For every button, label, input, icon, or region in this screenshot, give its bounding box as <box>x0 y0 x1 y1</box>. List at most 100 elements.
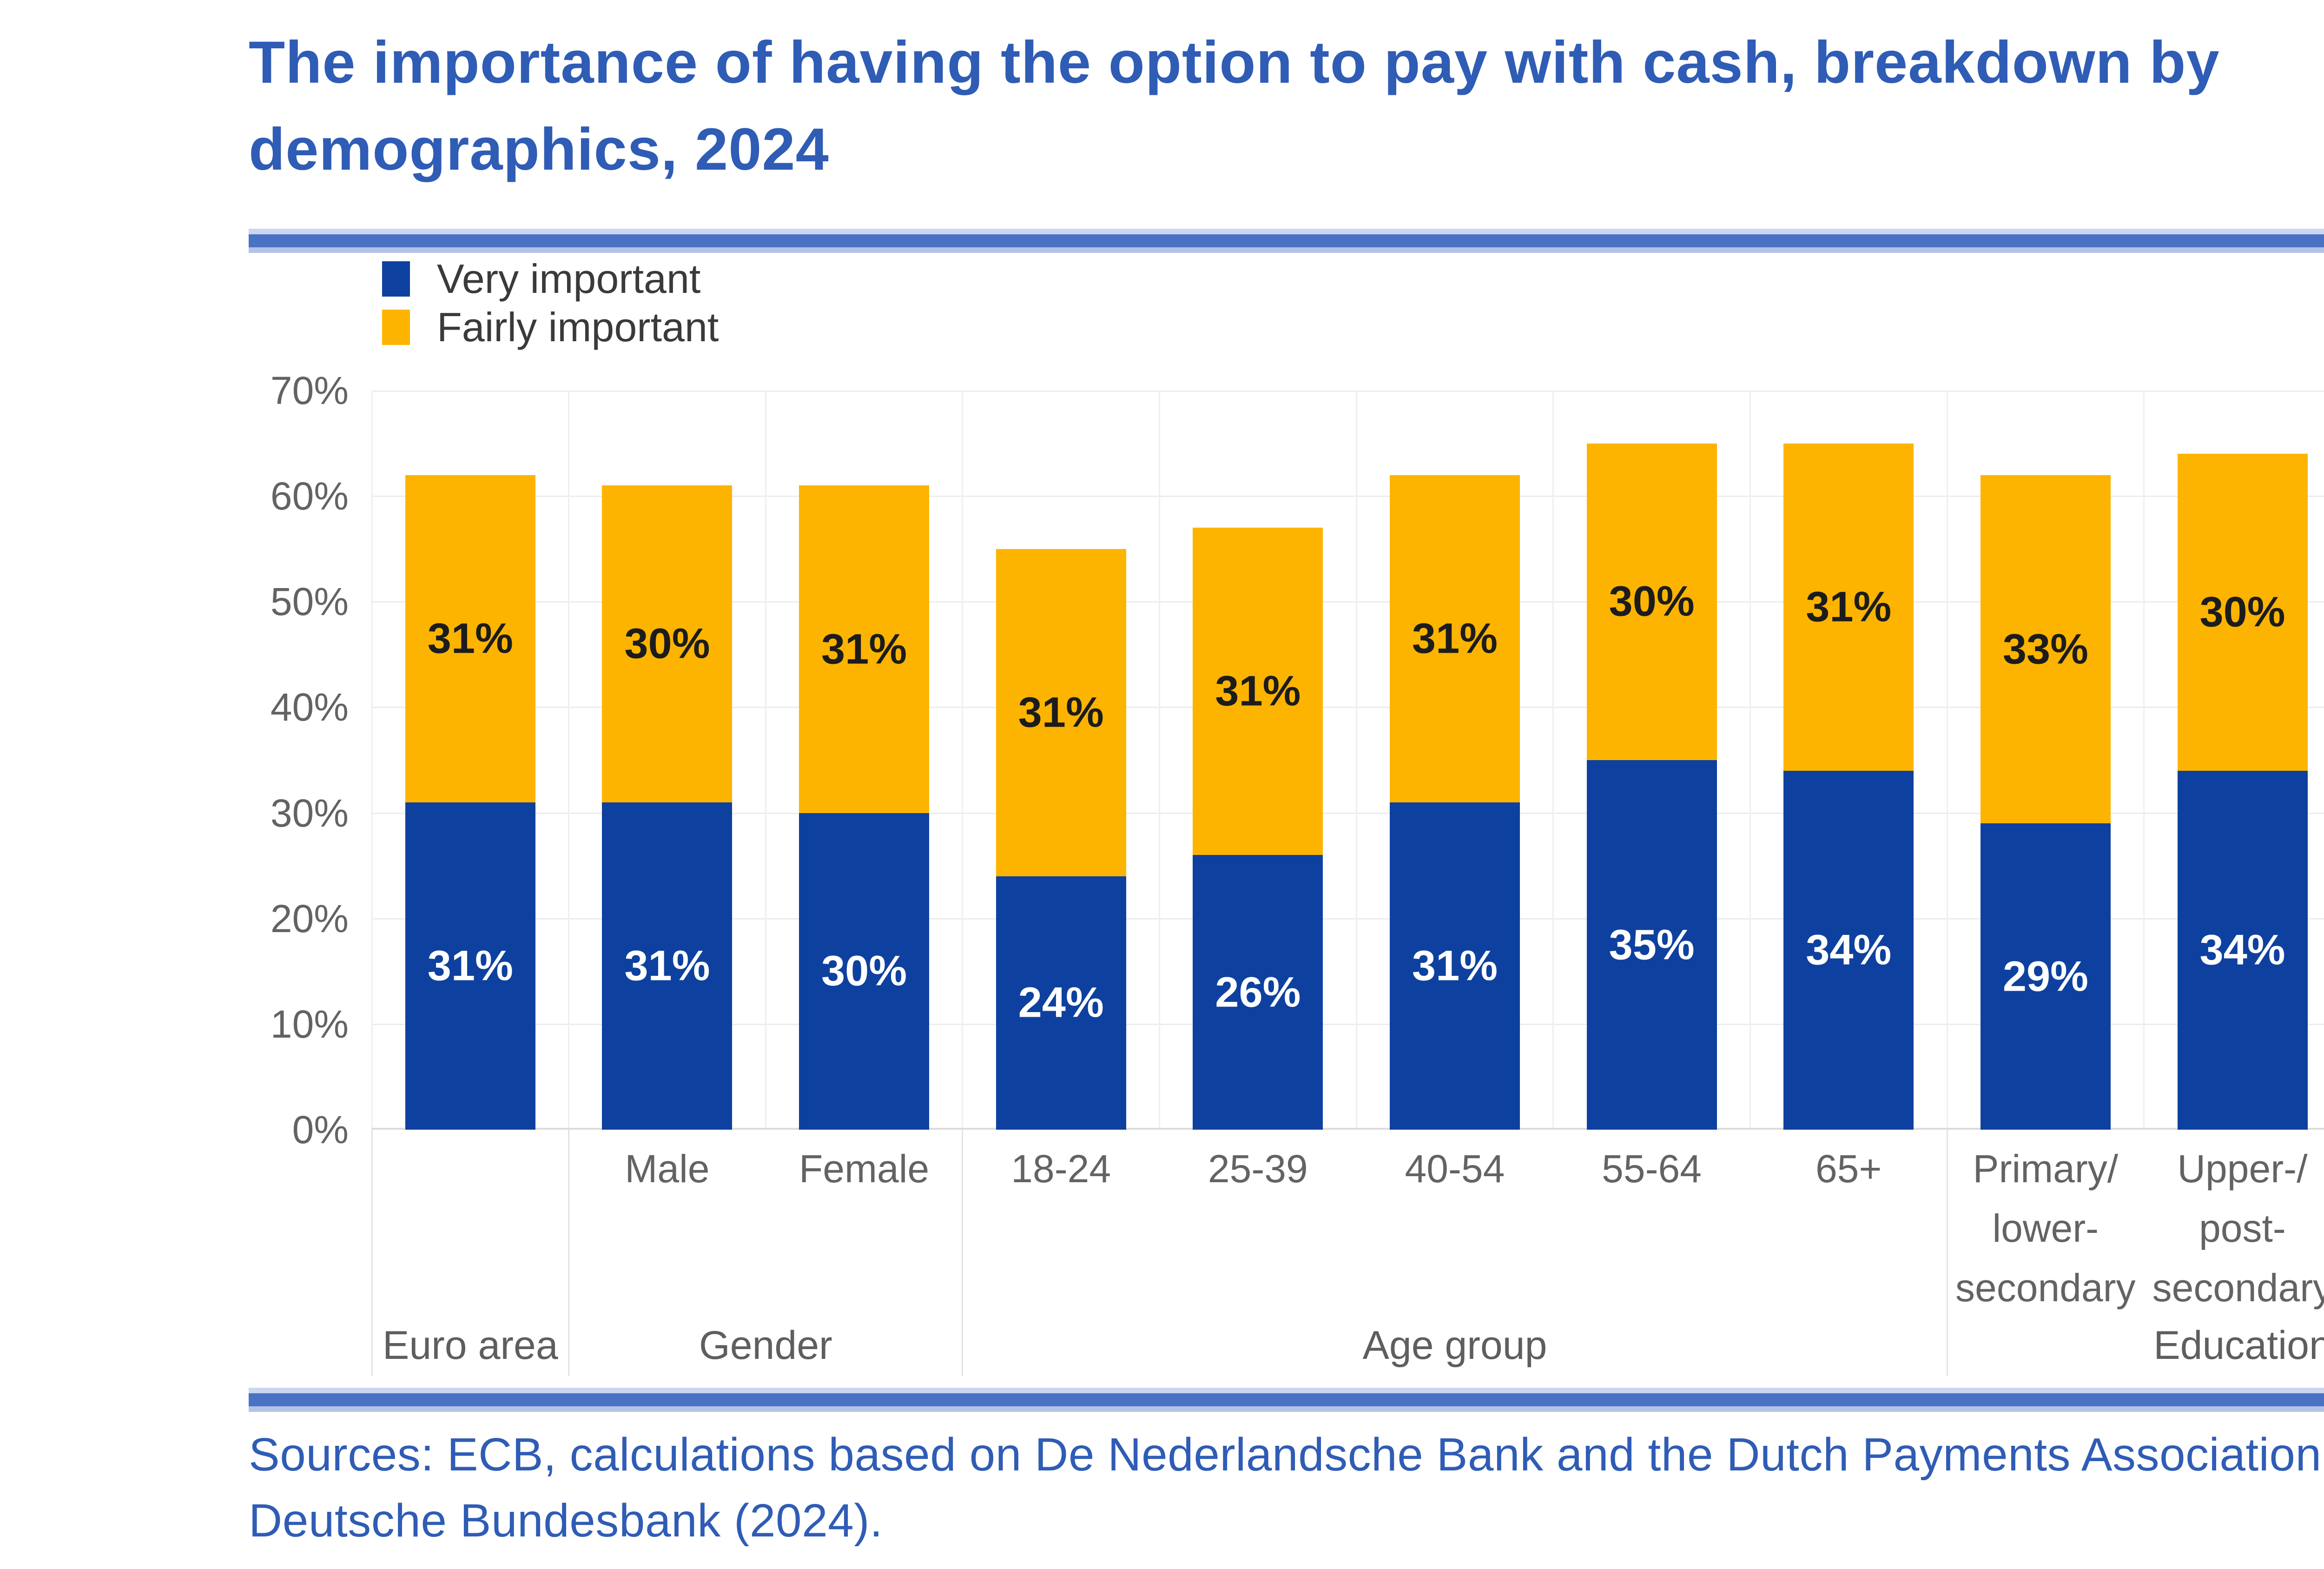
group-separator-line <box>568 1130 570 1376</box>
horizontal-gridline <box>372 601 2324 603</box>
group-label-gender: Gender <box>699 1323 832 1368</box>
group-separator-line <box>1946 1130 1948 1376</box>
bar-value-label: 31% <box>1412 615 1498 662</box>
bar-segment-fairly-important: 31% <box>1193 528 1323 855</box>
chart-title-line2: demographics, 2024 <box>249 116 829 183</box>
bar-value-label: 35% <box>1609 921 1695 968</box>
vertical-gridline <box>1946 391 1948 1130</box>
bar-value-label: 31% <box>427 942 513 990</box>
legend: Very important Fairly important <box>382 255 719 351</box>
vertical-gridline <box>1552 391 1554 1130</box>
bar-value-label: 30% <box>821 947 907 995</box>
bar-segment-very-important: 31% <box>602 802 733 1130</box>
source-note: Sources: ECB, calculations based on De N… <box>249 1422 2324 1554</box>
stacked-bar: 30% 31% <box>799 391 930 1130</box>
chart-title: The importance of having the option to p… <box>249 20 2220 193</box>
x-axis-baseline <box>372 1128 2324 1130</box>
bar-segment-fairly-important: 31% <box>405 475 535 802</box>
horizontal-gridline <box>372 1023 2324 1025</box>
bar-value-label: 34% <box>1806 926 1892 974</box>
bar-segment-very-important: 31% <box>405 802 535 1130</box>
stacked-bar: 24% 31% <box>996 391 1126 1130</box>
vertical-gridline <box>962 391 964 1130</box>
bar-segment-fairly-important: 33% <box>1980 475 2111 824</box>
source-note-line2: Deutsche Bundesbank (2024). <box>249 1495 883 1547</box>
bar-value-label: 26% <box>1215 968 1301 1016</box>
x-tick-label: Primary/ lower- secondary <box>1955 1147 2136 1310</box>
vertical-gridline <box>1749 391 1751 1130</box>
vertical-gridline <box>765 391 766 1130</box>
vertical-gridline <box>1355 391 1357 1130</box>
y-tick-label: 10% <box>270 1002 349 1046</box>
legend-swatch-fairly-important-icon <box>382 310 410 345</box>
bar-value-label: 31% <box>1412 942 1498 990</box>
y-tick-label: 0% <box>292 1108 349 1152</box>
bar-segment-fairly-important: 30% <box>2177 454 2308 771</box>
source-note-line1: Sources: ECB, calculations based on De N… <box>249 1429 2324 1481</box>
stacked-bar: 31% 30% <box>602 391 733 1130</box>
group-label-euro-area: Euro area <box>382 1323 558 1368</box>
legend-label-fairly-important: Fairly important <box>437 304 719 350</box>
bar-value-label: 31% <box>427 615 513 662</box>
legend-swatch-very-important-icon <box>382 261 410 297</box>
stacked-bar: 26% 31% <box>1193 391 1323 1130</box>
vertical-gridline <box>2143 391 2145 1130</box>
bar-value-label: 31% <box>1018 689 1104 736</box>
legend-item-very-important: Very important <box>382 255 719 303</box>
y-tick-label: 40% <box>270 685 349 729</box>
y-tick-label: 60% <box>270 474 349 518</box>
bar-value-label: 31% <box>1806 583 1892 631</box>
bar-value-label: 30% <box>624 620 710 668</box>
bar-segment-very-important: 29% <box>1980 823 2111 1130</box>
bar-value-label: 24% <box>1018 979 1104 1026</box>
group-label-education: Education <box>2153 1323 2324 1368</box>
legend-item-fairly-important: Fairly important <box>382 303 719 351</box>
stacked-bar: 29% 33% <box>1980 391 2111 1130</box>
stacked-bar: 31% 31% <box>1390 391 1520 1130</box>
vertical-gridline <box>568 391 570 1130</box>
bar-value-label: 31% <box>1215 667 1301 715</box>
y-tick-label: 30% <box>270 791 349 835</box>
x-tick-label: 40-54 <box>1405 1147 1505 1191</box>
x-tick-label: Female <box>799 1147 930 1191</box>
x-tick-label: Upper-/ post- secondary <box>2152 1147 2324 1310</box>
horizontal-gridline <box>372 391 2324 392</box>
bar-segment-very-important: 35% <box>1586 760 1717 1130</box>
group-label-age-group: Age group <box>1362 1323 1547 1368</box>
bar-segment-fairly-important: 31% <box>799 485 930 813</box>
bar-segment-very-important: 24% <box>996 876 1126 1130</box>
y-tick-label: 70% <box>270 369 349 412</box>
legend-label-very-important: Very important <box>437 256 701 302</box>
bar-segment-very-important: 30% <box>799 813 930 1130</box>
y-tick-label: 50% <box>270 580 349 624</box>
bar-value-label: 30% <box>1609 577 1695 625</box>
horizontal-gridline <box>372 496 2324 497</box>
horizontal-gridline <box>372 812 2324 814</box>
stacked-bar: 31% 31% <box>405 391 535 1130</box>
bar-segment-very-important: 34% <box>1783 770 1914 1130</box>
x-tick-label: 25-39 <box>1208 1147 1308 1191</box>
y-tick-label: 20% <box>270 896 349 940</box>
horizontal-gridline <box>372 918 2324 920</box>
top-divider-rule <box>249 229 2324 253</box>
x-tick-label: Male <box>625 1147 710 1191</box>
bar-segment-very-important: 31% <box>1390 802 1520 1130</box>
x-tick-label: 18-24 <box>1011 1147 1111 1191</box>
bar-value-label: 34% <box>2199 926 2285 974</box>
bar-segment-fairly-important: 31% <box>1390 475 1520 802</box>
x-axis-tick-labels: Male Female 18-24 25-39 40-54 55-64 65+ Primary… <box>372 1139 2324 1317</box>
stacked-bar: 34% 31% <box>1783 391 1914 1130</box>
stacked-bar: 35% 30% <box>1586 391 1717 1130</box>
bar-value-label: 31% <box>821 625 907 673</box>
chart-title-line1: The importance of having the option to p… <box>249 29 2220 96</box>
plot-area: 31% 31% 31% 30% 30% 31% 24% 31% 26% 31% 31% 31% 35% 3… <box>371 391 2324 1130</box>
stacked-bar: 34% 30% <box>2177 391 2308 1130</box>
bar-segment-very-important: 34% <box>2177 770 2308 1130</box>
bar-value-label: 31% <box>624 942 710 990</box>
bar-segment-very-important: 26% <box>1193 855 1323 1130</box>
x-tick-label <box>372 1139 569 1317</box>
bar-segment-fairly-important: 30% <box>602 485 733 802</box>
bar-value-label: 33% <box>2002 625 2088 673</box>
vertical-gridline <box>371 391 373 1130</box>
